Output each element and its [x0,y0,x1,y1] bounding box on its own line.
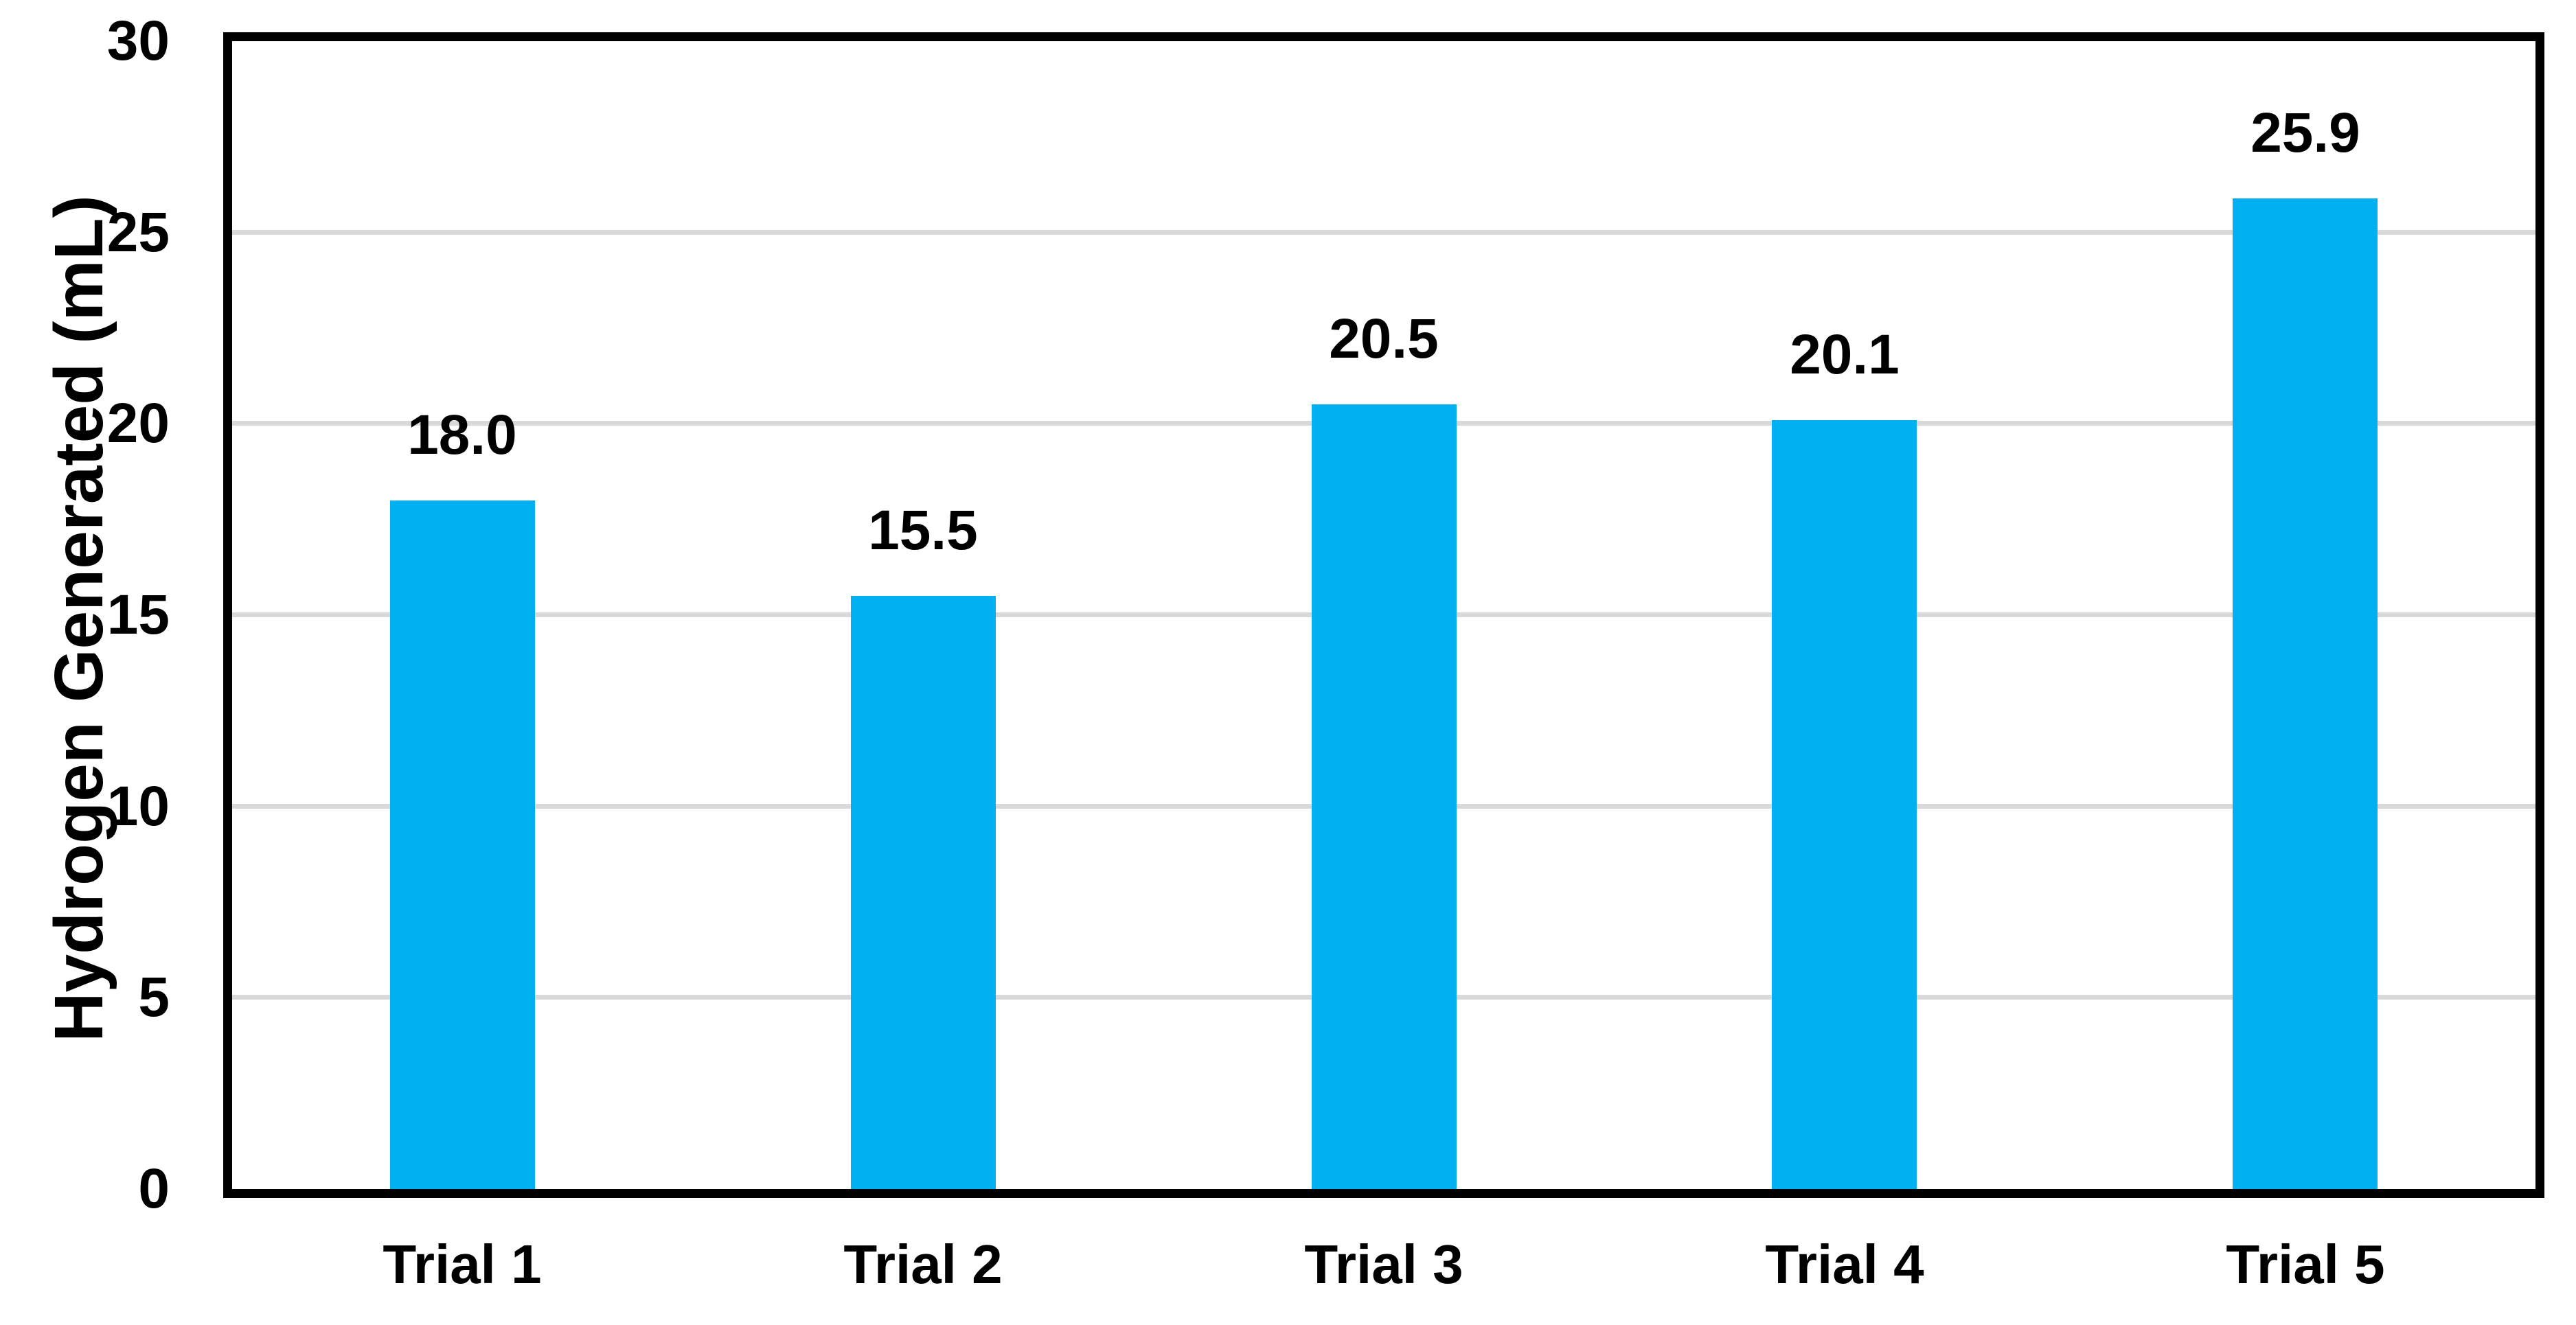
bar-trial-4 [1772,420,1917,1189]
data-label-trial-2: 15.5 [868,499,978,562]
data-label-trial-4: 20.1 [1790,323,1900,386]
gridline-25 [232,230,2535,235]
bar-trial-5 [2233,198,2378,1189]
y-tick-label-25: 25 [106,201,170,264]
x-axis-label-trial-3: Trial 3 [1304,1234,1463,1295]
x-axis-label-trial-5: Trial 5 [2226,1234,2385,1295]
y-tick-label-15: 15 [106,584,170,646]
bar-trial-2 [851,596,996,1189]
plot-area: 18.0 15.5 20.5 20.1 25.9 [223,32,2544,1198]
y-tick-label-20: 20 [106,392,170,454]
y-tick-label-30: 30 [106,10,170,72]
x-axis-label-trial-4: Trial 4 [1765,1234,1924,1295]
x-axis-label-trial-2: Trial 2 [843,1234,1003,1295]
y-tick-label-5: 5 [138,966,170,1028]
data-label-trial-5: 25.9 [2250,102,2360,164]
data-label-trial-1: 18.0 [407,404,517,466]
bar-trial-1 [390,500,535,1189]
y-tick-label-0: 0 [138,1157,170,1220]
data-label-trial-3: 20.5 [1329,308,1439,370]
y-tick-label-10: 10 [106,775,170,838]
x-axis-label-trial-1: Trial 1 [383,1234,542,1295]
bar-trial-3 [1312,404,1457,1189]
